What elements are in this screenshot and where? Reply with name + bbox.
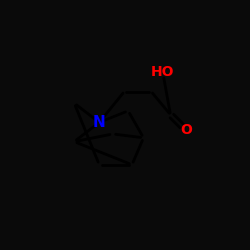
Text: N: N: [93, 115, 106, 130]
Text: HO: HO: [151, 65, 174, 79]
Text: O: O: [180, 123, 192, 137]
